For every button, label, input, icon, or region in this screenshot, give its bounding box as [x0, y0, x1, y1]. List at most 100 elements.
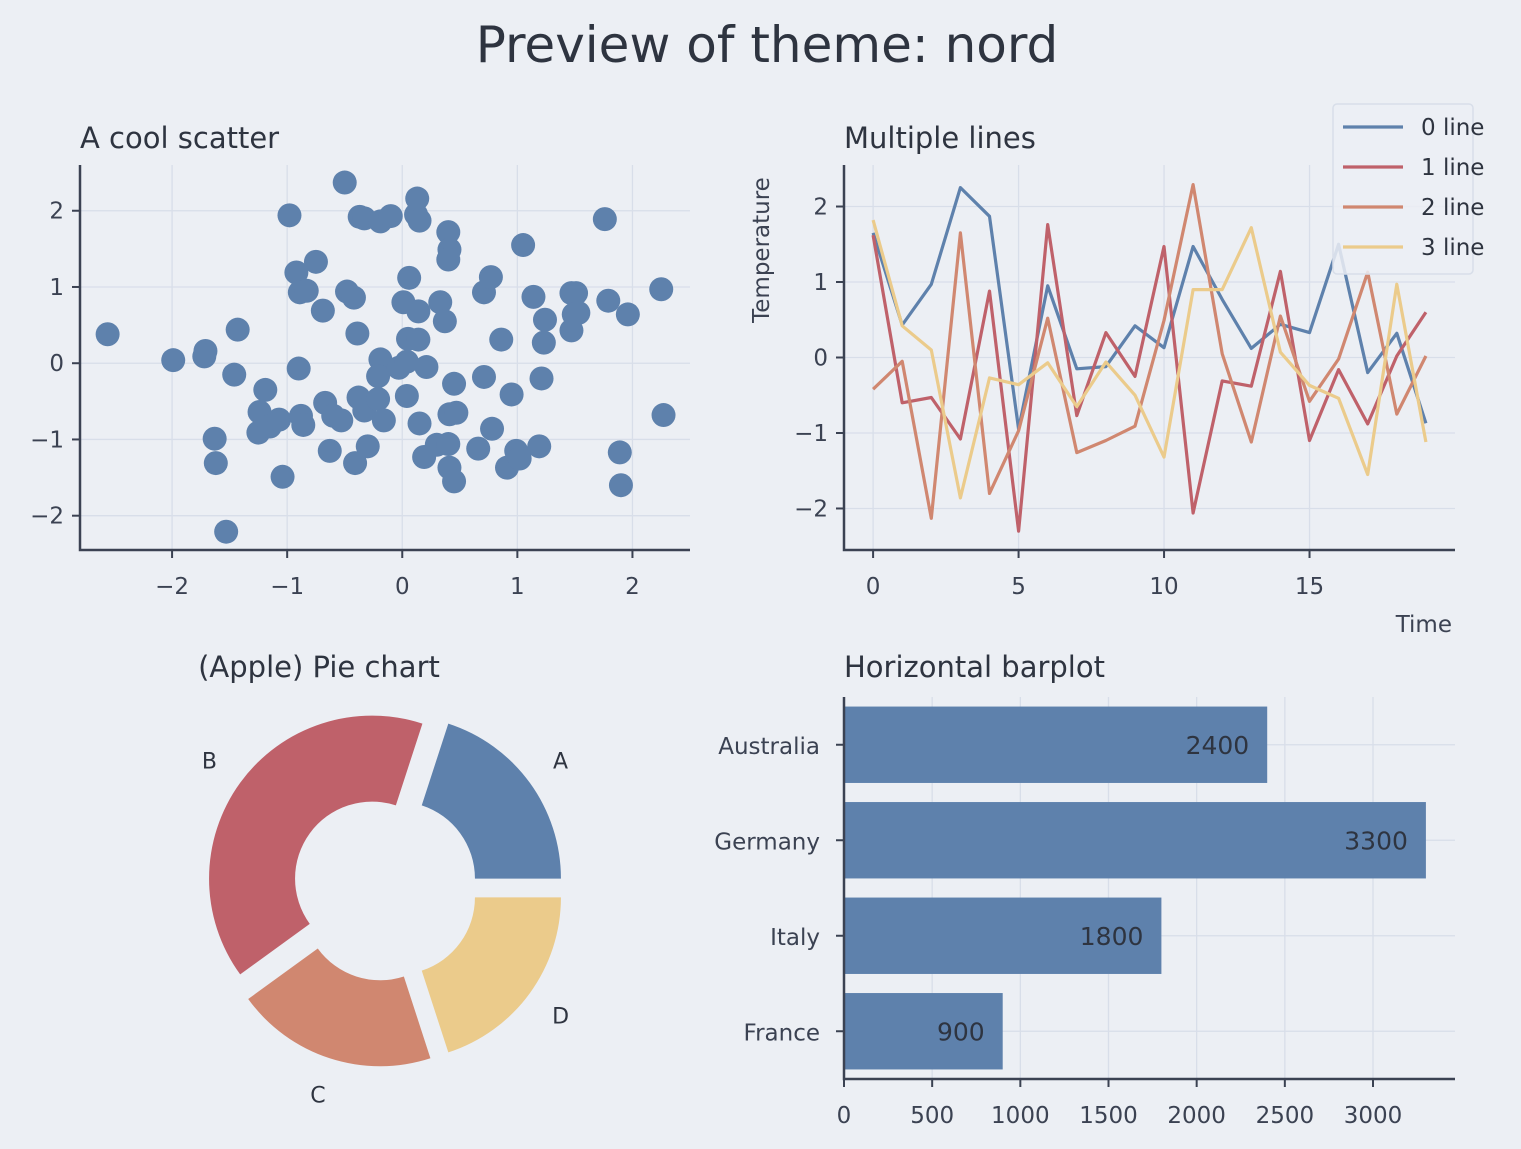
bar-france [844, 993, 1003, 1070]
scatter-point [592, 207, 617, 232]
lines-tick-label-x: 10 [1149, 574, 1178, 600]
scatter-point [284, 260, 309, 285]
scatter-point [332, 170, 357, 195]
lines-grid [844, 165, 1455, 550]
scatter-point [222, 362, 247, 387]
bar-tick-label-x: 2000 [1167, 1103, 1226, 1129]
legend-label-0: 0 line [1421, 115, 1484, 141]
lines-tick-label-y: −2 [794, 496, 828, 522]
scatter-point [394, 349, 419, 374]
scatter-tick-label-y: −1 [30, 427, 64, 453]
figure-title: Preview of theme: nord [476, 16, 1059, 74]
bar-value-label: 3300 [1344, 826, 1408, 855]
bar-tick-label-x: 3000 [1344, 1103, 1403, 1129]
scatter-point [507, 446, 532, 471]
bar-axes: 0 500 1000 1500 2000 2500 3000 Australia Germany… [714, 697, 1455, 1129]
scatter-point [511, 233, 536, 258]
scatter-point [489, 327, 514, 352]
scatter-axis-lines [78, 165, 690, 552]
bar-bars: 2400 3300 1800 900 [844, 706, 1426, 1070]
scatter-point [607, 440, 632, 465]
bar-australia [844, 706, 1268, 783]
scatter-point [345, 321, 370, 346]
scatter-tick-label-x: 1 [510, 574, 525, 600]
bar-tick-label-x: 2500 [1256, 1103, 1315, 1129]
scatter-tick-label-y: 1 [49, 275, 64, 301]
scatter-point [378, 204, 403, 229]
bar-category-label: Germany [714, 829, 820, 855]
scatter-point [225, 317, 250, 342]
scatter-tick-label-y: 0 [49, 351, 64, 377]
bar-value-label: 900 [937, 1017, 985, 1046]
bar-tick-label-x: 500 [910, 1103, 954, 1129]
scatter-point [407, 411, 432, 436]
lines-legend: 0 line 1 line 2 line 3 line [1332, 103, 1484, 275]
lines-tick-label-y: −1 [794, 421, 828, 447]
scatter-point [341, 285, 366, 310]
scatter-point [442, 469, 467, 494]
bar-value-label: 2400 [1186, 731, 1250, 760]
lines-tick-label-x: 15 [1295, 574, 1324, 600]
lines-tick-label-x: 0 [866, 574, 881, 600]
bar-tick-label-x: 1000 [991, 1103, 1050, 1129]
scatter-point [291, 412, 316, 437]
legend-label-2: 2 line [1421, 195, 1484, 221]
pie-slice-a [421, 723, 561, 879]
scatter-point [294, 278, 319, 303]
lines-tick-label-y: 2 [813, 195, 828, 221]
scatter-tick-label-y: −2 [30, 504, 64, 530]
scatter-point [436, 220, 461, 245]
scatter-point [253, 377, 278, 402]
scatter-tick-label-x: 2 [625, 574, 640, 600]
scatter-point [406, 327, 431, 352]
scatter-tick-label-x: −1 [270, 574, 304, 600]
bar-italy [844, 897, 1162, 974]
scatter-point [267, 407, 292, 432]
scatter-point [559, 318, 584, 343]
scatter-point [310, 298, 335, 323]
lines-series-1 [871, 223, 1428, 533]
scatter-point [329, 408, 354, 433]
pie-slice-b [209, 715, 423, 975]
pie-label-d: D [552, 1005, 569, 1030]
bar-category-label: Australia [718, 734, 820, 760]
scatter-point [436, 247, 461, 272]
bar-title: Horizontal barplot [844, 650, 1105, 684]
scatter-point [355, 434, 380, 459]
pie-chart: A B C D [202, 715, 569, 1108]
scatter-point [529, 366, 554, 391]
scatter-point [532, 307, 557, 332]
legend-label-1: 1 line [1421, 155, 1484, 181]
scatter-point [406, 299, 431, 324]
scatter-point [651, 403, 676, 428]
scatter-point [442, 371, 467, 396]
lines-axis-lines [842, 165, 1455, 552]
scatter-tick-label-y: 2 [49, 199, 64, 225]
scatter-title: A cool scatter [80, 121, 279, 155]
pie-label-b: B [202, 749, 217, 774]
bar-germany [844, 802, 1426, 879]
scatter-point [270, 464, 295, 489]
legend-label-3: 3 line [1421, 235, 1484, 261]
bar-tick-label-x: 0 [837, 1103, 852, 1129]
scatter-point [649, 277, 674, 302]
lines-panel: Multiple lines 0 5 10 15 −2 −1 0 1 2 Time Temper… [749, 103, 1484, 638]
scatter-point [95, 322, 120, 347]
scatter-point [397, 265, 422, 290]
lines-series-2 [871, 183, 1428, 520]
scatter-point [432, 309, 457, 334]
scatter-point [193, 339, 218, 364]
scatter-point [564, 281, 589, 306]
scatter-point [466, 436, 491, 461]
scatter-point [436, 432, 461, 457]
scatter-point [202, 426, 227, 451]
pie-label-c: C [310, 1083, 325, 1108]
scatter-point [303, 249, 328, 274]
lines-ylabel: Temperature [749, 177, 775, 324]
scatter-point [608, 473, 633, 498]
scatter-point [277, 203, 302, 228]
bar-axis-lines [842, 697, 1455, 1081]
scatter-point [317, 438, 342, 463]
lines-tick-label-x: 5 [1011, 574, 1026, 600]
scatter-points [95, 170, 676, 544]
